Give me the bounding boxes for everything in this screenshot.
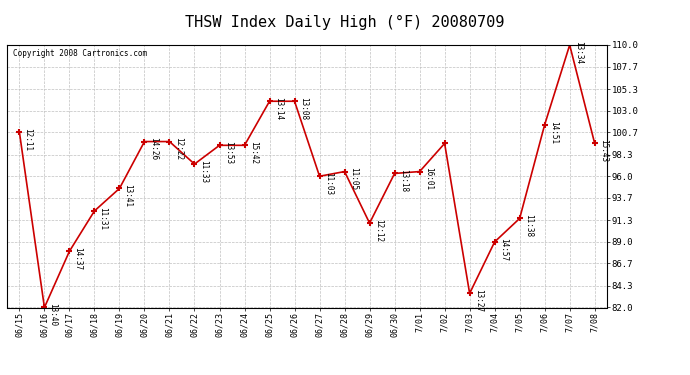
- Text: 16:01: 16:01: [424, 167, 433, 190]
- Text: 13:14: 13:14: [274, 97, 283, 120]
- Text: 12:11: 12:11: [23, 128, 32, 151]
- Text: Copyright 2008 Cartronics.com: Copyright 2008 Cartronics.com: [13, 49, 147, 58]
- Text: 11:31: 11:31: [99, 207, 108, 230]
- Text: 13:18: 13:18: [399, 169, 408, 192]
- Text: 14:57: 14:57: [499, 238, 508, 261]
- Text: 13:53: 13:53: [224, 141, 233, 164]
- Text: 14:51: 14:51: [549, 120, 558, 144]
- Text: 15:42: 15:42: [248, 141, 257, 164]
- Text: 12:22: 12:22: [174, 137, 183, 160]
- Text: THSW Index Daily High (°F) 20080709: THSW Index Daily High (°F) 20080709: [186, 15, 504, 30]
- Text: 13:08: 13:08: [299, 97, 308, 120]
- Text: 12:12: 12:12: [374, 219, 383, 242]
- Text: 14:26: 14:26: [148, 137, 157, 160]
- Text: 15:43: 15:43: [599, 139, 608, 162]
- Text: 11:03: 11:03: [324, 172, 333, 195]
- Text: 13:41: 13:41: [124, 184, 132, 207]
- Text: 11:33: 11:33: [199, 160, 208, 183]
- Text: 13:40: 13:40: [48, 303, 57, 327]
- Text: 13:27: 13:27: [474, 289, 483, 312]
- Text: 11:05: 11:05: [348, 167, 357, 190]
- Text: 13:34: 13:34: [574, 41, 583, 64]
- Text: 11:38: 11:38: [524, 214, 533, 237]
- Text: 14:37: 14:37: [74, 247, 83, 270]
